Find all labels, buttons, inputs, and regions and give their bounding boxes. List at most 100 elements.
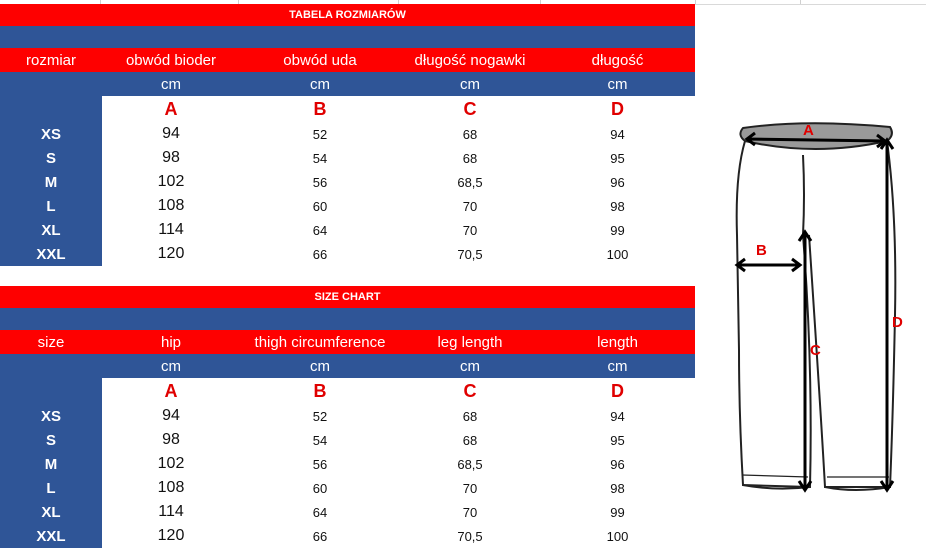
size-label: M xyxy=(0,170,102,194)
measurement-value: 99 xyxy=(610,222,625,238)
measurement-value: 70 xyxy=(462,504,478,520)
measurement-value: 102 xyxy=(157,173,185,190)
size-table-english: SIZE CHART size hip thigh circumference leg … xyxy=(0,286,695,548)
measurement-value: 54 xyxy=(312,432,328,448)
label-a: A xyxy=(803,122,814,139)
unit-label xyxy=(0,354,102,378)
measurement-value: 108 xyxy=(157,197,185,214)
size-label: XL xyxy=(0,500,102,524)
measurement-value: 70,5 xyxy=(457,528,483,544)
size-label: XS xyxy=(0,404,102,428)
measurement-letter: A xyxy=(164,98,178,119)
measurement-letter: A xyxy=(164,380,178,401)
size-label: XS xyxy=(0,122,102,146)
column-header: długość xyxy=(540,48,695,72)
measurement-letter xyxy=(0,378,102,404)
table-row: XS 94 52 68 94 xyxy=(0,122,695,146)
size-label: S xyxy=(0,428,102,452)
measurement-value: 120 xyxy=(157,527,185,544)
table-title: SIZE CHART xyxy=(0,286,695,308)
measurement-value: 56 xyxy=(312,174,328,190)
measurement-value: 52 xyxy=(312,126,328,142)
table-row: M 102 56 68,5 96 xyxy=(0,170,695,194)
column-header: size xyxy=(0,330,102,354)
measurement-value: 64 xyxy=(312,222,328,238)
unit-label xyxy=(0,72,102,96)
size-label: S xyxy=(0,146,102,170)
table-row: XXL 120 66 70,5 100 xyxy=(0,524,695,548)
measurement-value: 98 xyxy=(610,480,625,496)
column-header: długość nogawki xyxy=(400,48,540,72)
table-row: S 98 54 68 95 xyxy=(0,146,695,170)
header-row: rozmiar obwód bioder obwód uda długość noga… xyxy=(0,48,695,72)
header-spacer xyxy=(0,26,695,48)
size-label: XL xyxy=(0,218,102,242)
measurement-value: 66 xyxy=(312,528,328,544)
units-row: cm cm cm cm xyxy=(0,72,695,96)
measurement-letter: C xyxy=(463,98,477,119)
column-header: hip xyxy=(102,330,240,354)
measurement-value: 94 xyxy=(162,125,180,142)
measurement-value: 98 xyxy=(610,198,625,214)
header-spacer xyxy=(0,308,695,330)
measurement-value: 60 xyxy=(312,198,328,214)
measurement-value: 98 xyxy=(162,431,180,448)
unit-label: cm xyxy=(102,72,240,96)
measurement-value: 70 xyxy=(462,222,478,238)
measurement-value: 68 xyxy=(462,150,478,166)
measurement-value: 100 xyxy=(606,528,629,544)
measurement-value: 70 xyxy=(462,198,478,214)
size-label: L xyxy=(0,194,102,218)
table-row: XS 94 52 68 94 xyxy=(0,404,695,428)
label-b: B xyxy=(756,242,767,259)
table-row: XL 114 64 70 99 xyxy=(0,500,695,524)
measurement-value: 99 xyxy=(610,504,625,520)
measurement-letter: D xyxy=(611,98,624,119)
column-header: thigh circumference xyxy=(240,330,400,354)
column-header: rozmiar xyxy=(0,48,102,72)
measurement-value: 52 xyxy=(312,408,328,424)
measurement-value: 68,5 xyxy=(457,456,483,472)
measurement-value: 120 xyxy=(157,245,185,262)
size-label: L xyxy=(0,476,102,500)
table-row: L 108 60 70 98 xyxy=(0,194,695,218)
table-row: S 98 54 68 95 xyxy=(0,428,695,452)
table-row: XL 114 64 70 99 xyxy=(0,218,695,242)
measurement-letter: B xyxy=(313,380,327,401)
measurement-arrows xyxy=(734,131,895,493)
unit-label: cm xyxy=(400,72,540,96)
unit-label: cm xyxy=(102,354,240,378)
measurement-value: 68 xyxy=(462,432,478,448)
table-title: TABELA ROZMIARÓW xyxy=(0,4,695,26)
measurement-value: 56 xyxy=(312,456,328,472)
measurement-value: 114 xyxy=(158,503,184,520)
measurement-value: 68 xyxy=(462,408,478,424)
measurement-value: 96 xyxy=(610,174,625,190)
column-header: obwód uda xyxy=(240,48,400,72)
unit-label: cm xyxy=(540,354,695,378)
measurement-value: 54 xyxy=(312,150,328,166)
measurement-value: 64 xyxy=(312,504,328,520)
units-row: cm cm cm cm xyxy=(0,354,695,378)
unit-label: cm xyxy=(240,354,400,378)
measurement-value: 95 xyxy=(610,432,625,448)
measurement-value: 114 xyxy=(158,221,184,238)
letters-row: A B C D xyxy=(0,378,695,404)
letters-row: A B C D xyxy=(0,96,695,122)
table-row: XXL 120 66 70,5 100 xyxy=(0,242,695,266)
label-c: C xyxy=(810,342,821,359)
measurement-value: 108 xyxy=(157,479,185,496)
pants-measurement-diagram: A B C D xyxy=(734,122,903,493)
measurement-value: 96 xyxy=(610,456,625,472)
unit-label: cm xyxy=(540,72,695,96)
label-d: D xyxy=(892,314,903,331)
unit-label: cm xyxy=(240,72,400,96)
measurement-value: 70 xyxy=(462,480,478,496)
measurement-value: 94 xyxy=(162,407,180,424)
measurement-value: 68 xyxy=(462,126,478,142)
measurement-value: 102 xyxy=(157,455,185,472)
column-header: length xyxy=(540,330,695,354)
measurement-letter: D xyxy=(611,380,624,401)
measurement-value: 68,5 xyxy=(457,174,483,190)
measurement-value: 98 xyxy=(162,149,180,166)
